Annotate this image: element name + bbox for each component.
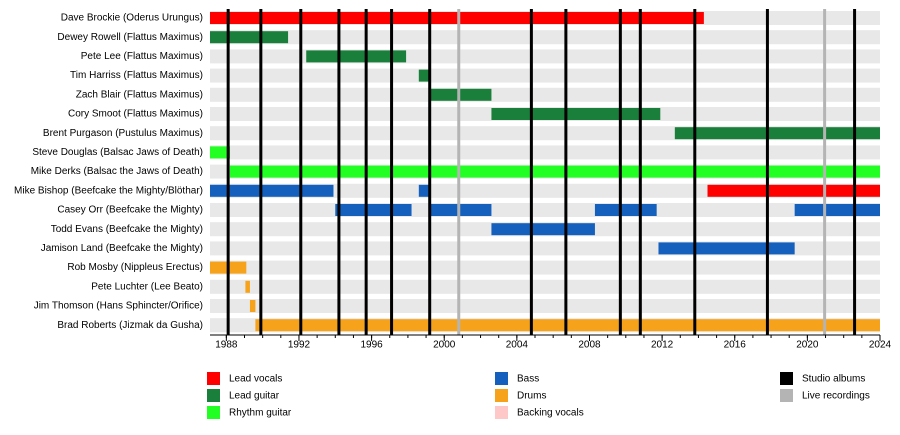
x-tick-label: 2024 — [869, 340, 892, 351]
x-tick-label: 2016 — [724, 340, 747, 351]
membership-bar — [245, 280, 250, 293]
membership-bar — [674, 127, 880, 140]
legend-label: Bass — [517, 374, 539, 385]
member-name: Mike Derks (Balsac the Jaws of Death) — [31, 166, 203, 177]
membership-bar — [210, 146, 230, 159]
legend-label: Backing vocals — [517, 408, 584, 419]
member-name: Todd Evans (Beefcake the Mighty) — [51, 224, 203, 235]
membership-bar — [491, 223, 595, 236]
legend-swatch — [207, 372, 220, 385]
row-background — [210, 299, 880, 313]
legend-swatch — [495, 372, 508, 385]
membership-bar — [418, 69, 430, 82]
x-tick-label: 1996 — [360, 340, 383, 351]
member-name: Rob Mosby (Nippleus Erectus) — [67, 262, 203, 273]
membership-bar — [429, 204, 492, 216]
legend-swatch — [495, 406, 508, 419]
membership-bar — [594, 204, 657, 216]
row-background — [210, 279, 880, 294]
membership-bar — [210, 12, 704, 24]
member-name: Pete Lee (Flattus Maximus) — [81, 51, 203, 62]
member-name: Dewey Rowell (Flattus Maximus) — [57, 32, 203, 43]
legend-label: Lead guitar — [229, 391, 280, 402]
membership-bar — [429, 88, 492, 101]
member-name: Mike Bishop (Beefcake the Mighty/Blöthar… — [14, 185, 203, 196]
legend-swatch — [780, 389, 793, 402]
member-name: Brent Purgason (Pustulus Maximus) — [43, 128, 203, 139]
row-background — [210, 30, 880, 45]
membership-bar — [210, 184, 334, 197]
member-name: Casey Orr (Beefcake the Mighty) — [57, 205, 203, 216]
x-tick-label: 1988 — [215, 340, 238, 351]
member-name: Tim Harriss (Flattus Maximus) — [70, 70, 203, 81]
legend-label: Live recordings — [802, 391, 870, 402]
membership-bar — [210, 31, 289, 44]
legend-label: Lead vocals — [229, 374, 282, 385]
legend-label: Drums — [517, 391, 546, 402]
member-name: Steve Douglas (Balsac Jaws of Death) — [32, 147, 203, 158]
membership-bar — [335, 204, 412, 216]
x-tick-label: 2008 — [578, 340, 601, 351]
member-name: Cory Smoot (Flattus Maximus) — [68, 109, 203, 120]
x-tick-label: 1992 — [288, 340, 311, 351]
membership-bar — [229, 165, 880, 178]
row-background — [210, 203, 880, 217]
membership-bar — [418, 184, 430, 197]
member-name: Dave Brockie (Oderus Urungus) — [61, 13, 203, 24]
x-tick-label: 2000 — [433, 340, 456, 351]
membership-bar — [794, 204, 880, 216]
membership-bar — [249, 300, 256, 312]
x-tick-label: 2012 — [651, 340, 674, 351]
membership-bar — [707, 184, 880, 197]
row-background — [210, 87, 880, 102]
legend-swatch — [207, 406, 220, 419]
legend-label: Rhythm guitar — [229, 408, 292, 419]
legend-swatch — [207, 389, 220, 402]
row-background — [210, 145, 880, 160]
legend-label: Studio albums — [802, 374, 865, 385]
membership-bar — [255, 319, 881, 332]
member-name: Brad Roberts (Jizmak da Gusha) — [57, 320, 203, 331]
legend-swatch — [495, 389, 508, 402]
membership-bar — [491, 108, 661, 120]
row-background — [210, 260, 880, 275]
x-tick-label: 2004 — [506, 340, 529, 351]
row-background — [210, 68, 880, 83]
membership-bar — [306, 50, 407, 63]
member-name: Pete Luchter (Lee Beato) — [91, 281, 203, 292]
x-tick-label: 2020 — [796, 340, 819, 351]
member-name: Zach Blair (Flattus Maximus) — [76, 89, 203, 100]
member-name: Jamison Land (Beefcake the Mighty) — [41, 243, 203, 254]
legend-swatch — [780, 372, 793, 385]
membership-bar — [658, 242, 795, 255]
member-name: Jim Thomson (Hans Sphincter/Orifice) — [34, 301, 203, 312]
